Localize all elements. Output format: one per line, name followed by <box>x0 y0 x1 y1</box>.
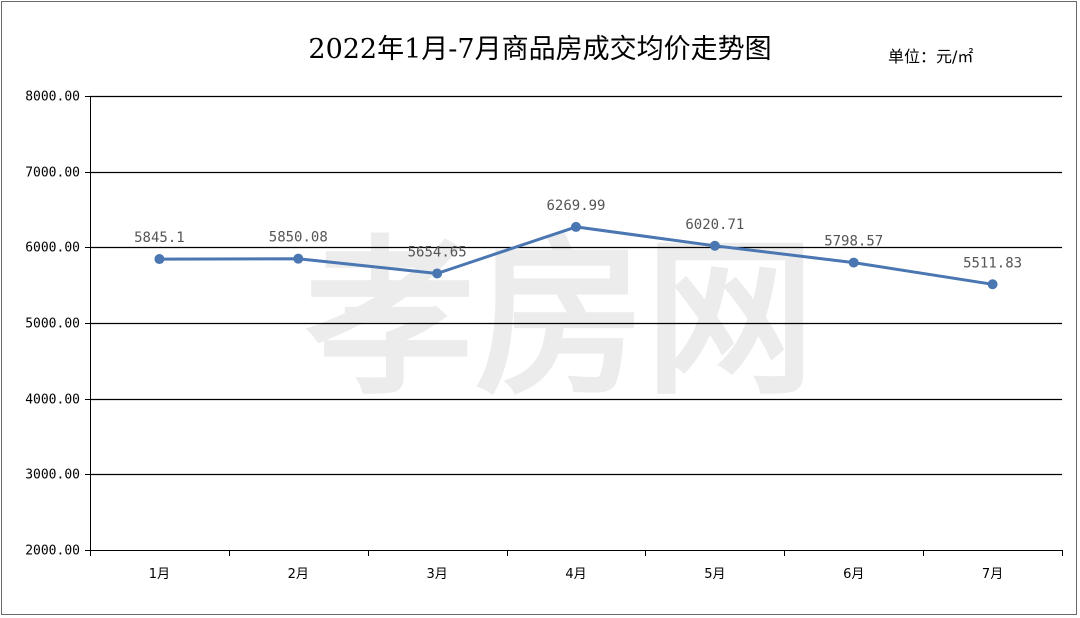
data-point-1 <box>154 254 165 265</box>
x-tick-label-6: 6月 <box>843 567 864 582</box>
chart-title: 2022年1月-7月商品房成交均价走势图 <box>308 34 771 65</box>
data-point-7 <box>987 279 998 290</box>
grid-lines <box>90 95 1062 476</box>
x-tick-label-3: 3月 <box>427 567 448 582</box>
data-labels: 5845.1 5850.08 5654.65 6269.99 6020.71 5798.5… <box>134 198 1022 271</box>
x-tick-labels: 1月 2月 3月 4月 5月 6月 7月 <box>149 567 1003 582</box>
data-point-2 <box>293 253 304 264</box>
data-label-4: 6269.99 <box>546 198 605 214</box>
data-point-3 <box>432 268 443 279</box>
data-point-6 <box>848 257 859 268</box>
data-label-5: 6020.71 <box>685 217 744 233</box>
x-tick-label-4: 4月 <box>565 567 586 582</box>
data-label-6: 5798.57 <box>824 234 883 250</box>
x-tick-label-2: 2月 <box>288 567 309 582</box>
data-label-7: 5511.83 <box>963 255 1022 271</box>
series-price <box>154 221 998 290</box>
y-tick-label-3000: 3000.00 <box>25 468 80 483</box>
data-label-3: 5654.65 <box>408 244 467 260</box>
y-tick-label-8000: 8000.00 <box>25 90 80 105</box>
y-tick-label-5000: 5000.00 <box>25 317 80 332</box>
y-tick-label-7000: 7000.00 <box>25 166 80 181</box>
data-label-2: 5850.08 <box>269 230 328 246</box>
watermark: 孝房网 <box>305 221 815 419</box>
data-point-5 <box>709 240 720 251</box>
data-label-1: 5845.1 <box>134 230 185 246</box>
unit-label: 单位：元/㎡ <box>888 47 973 66</box>
x-tick-label-5: 5月 <box>704 567 725 582</box>
axes <box>85 96 1063 556</box>
y-tick-label-4000: 4000.00 <box>25 393 80 408</box>
y-tick-labels: 2000.00 3000.00 4000.00 5000.00 6000.00 7000.… <box>25 90 80 559</box>
y-tick-label-2000: 2000.00 <box>25 544 80 559</box>
x-tick-label-1: 1月 <box>149 567 170 582</box>
y-tick-label-6000: 6000.00 <box>25 241 80 256</box>
data-point-4 <box>571 221 581 232</box>
x-tick-label-7: 7月 <box>982 567 1003 582</box>
